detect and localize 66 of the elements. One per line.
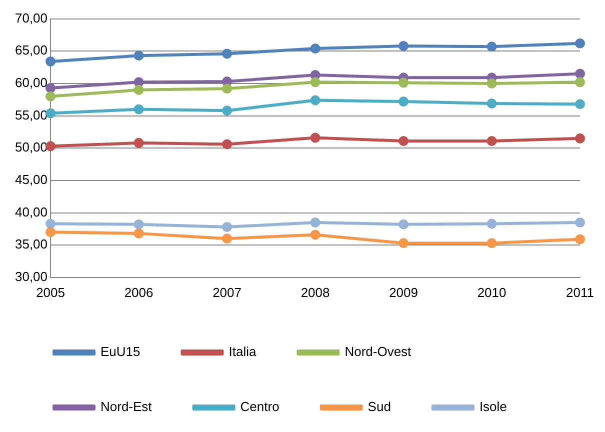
point	[398, 96, 409, 107]
point	[398, 40, 409, 51]
point	[134, 104, 144, 114]
point	[310, 230, 320, 240]
legend-label: Nord-Ovest	[344, 344, 412, 360]
point	[575, 99, 586, 110]
point	[222, 234, 232, 244]
point	[398, 136, 409, 146]
legend-label: Italia	[228, 344, 257, 360]
point	[46, 91, 56, 102]
point	[46, 82, 56, 93]
point	[222, 139, 232, 150]
point	[486, 218, 497, 229]
point	[310, 217, 320, 228]
y-tick-label: 60,00	[14, 75, 48, 90]
point	[486, 238, 497, 248]
point	[134, 138, 144, 148]
point	[398, 219, 409, 230]
point	[575, 234, 586, 244]
point	[575, 133, 586, 144]
point	[486, 78, 497, 88]
point	[486, 98, 497, 108]
point	[46, 227, 56, 238]
y-tick-label: 50,00	[14, 140, 48, 155]
point	[134, 50, 144, 61]
point	[310, 77, 320, 88]
y-tick-label: 35,00	[14, 236, 48, 252]
x-tick-label: 2005	[36, 284, 65, 300]
point	[398, 238, 409, 248]
legend-label: Centro	[240, 399, 280, 414]
x-tick-label: 2007	[212, 284, 242, 300]
point	[222, 222, 232, 232]
point	[575, 217, 586, 228]
x-tick-label: 2009	[389, 284, 418, 300]
y-tick-label: 30,00	[14, 268, 48, 284]
point	[575, 77, 586, 88]
legend-label: Isole	[479, 399, 507, 414]
y-tick-label: 65,00	[14, 42, 48, 58]
y-tick-label: 55,00	[14, 107, 48, 122]
point	[575, 68, 586, 79]
point	[310, 132, 320, 143]
y-tick-label: 40,00	[14, 204, 48, 220]
x-tick-label: 2010	[477, 284, 506, 300]
x-tick-label: 2008	[300, 284, 330, 300]
point	[134, 84, 144, 95]
y-tick-label: 45,00	[14, 172, 48, 188]
point	[398, 78, 409, 88]
point	[134, 219, 144, 230]
point	[46, 218, 56, 229]
point	[486, 136, 497, 146]
x-tick-label: 2011	[566, 284, 594, 300]
y-tick-label: 70,00	[14, 10, 48, 26]
point	[486, 42, 497, 52]
point	[134, 77, 144, 88]
point	[46, 56, 56, 66]
point	[222, 84, 232, 94]
point	[575, 38, 586, 48]
x-tick-label: 2006	[124, 284, 154, 300]
legend-label: Nord-Est	[100, 399, 152, 414]
point	[310, 95, 320, 106]
legend-label: EuU15	[100, 344, 140, 360]
point	[222, 48, 232, 59]
legend-label: Sud	[368, 399, 391, 414]
point	[134, 228, 144, 238]
point	[310, 44, 320, 54]
point	[222, 106, 232, 116]
